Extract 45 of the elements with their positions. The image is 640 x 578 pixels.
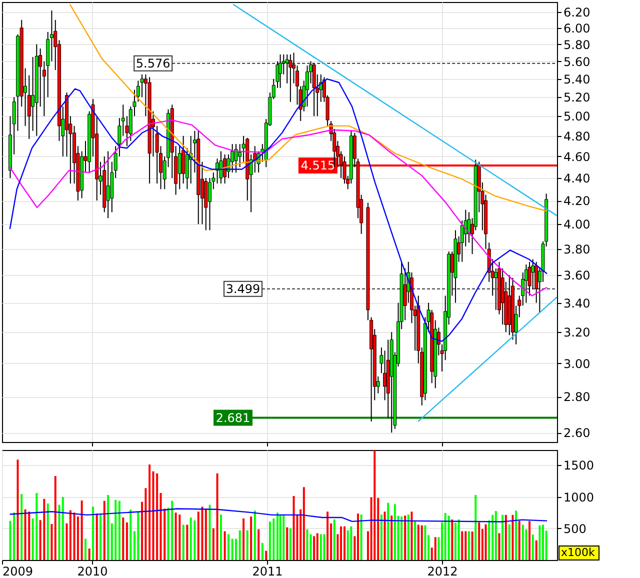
candlestick [312, 62, 316, 117]
candlestick [305, 65, 309, 108]
line-series [69, 4, 548, 212]
y-tick-label: 3.00 [564, 356, 590, 371]
candlestick [288, 54, 292, 102]
y-tick-label: 4.00 [564, 218, 590, 232]
y-tick-label: 3.80 [564, 242, 590, 256]
line-series [9, 78, 548, 342]
y-tick-label: 1500 [564, 458, 594, 473]
x-tick-label: 2012 [427, 564, 458, 578]
candlestick [234, 144, 238, 174]
y-tick-label: 5.80 [564, 38, 590, 52]
x-tick-label: 2010 [77, 564, 108, 578]
candlestick [140, 74, 144, 98]
y-tick-label: 2.60 [564, 426, 590, 440]
candlestick [383, 350, 387, 401]
y-tick-label: 4.40 [564, 172, 590, 186]
candlestick [278, 54, 282, 88]
y-tick-label: 4.60 [564, 150, 590, 164]
y-tick-label: 2.80 [564, 390, 590, 404]
y-tick-label: 5.60 [564, 54, 590, 69]
ref-line-label: 5.576 [136, 56, 170, 70]
y-tick-label: 6.20 [564, 6, 590, 20]
ref-line-label: 2.681 [216, 410, 250, 425]
y-axis-title: x100k [561, 546, 596, 559]
y-tick-label: 6.00 [564, 21, 590, 36]
y-tick-label: 1000 [564, 490, 594, 504]
ref-line-label: 3.499 [226, 282, 260, 296]
line-series [9, 508, 548, 522]
y-tick-label: 500 [564, 522, 586, 536]
candlestick [494, 268, 498, 310]
candlestick [106, 150, 110, 219]
y-tick-label: 5.00 [564, 110, 590, 124]
y-tick-label: 5.40 [564, 72, 590, 86]
y-tick-label: 3.60 [564, 268, 590, 283]
y-tick-label: 4.80 [564, 129, 590, 144]
ref-line-label: 4.515 [300, 158, 336, 173]
y-tick-label: 4.20 [564, 194, 590, 208]
x-tick-label: 2011 [252, 564, 283, 578]
y-tick-label: 3.20 [564, 326, 590, 340]
candlestick [219, 150, 223, 184]
y-tick-label: 3.40 [564, 296, 590, 310]
x-tick-label: 2009 [2, 564, 34, 578]
line-series [9, 119, 548, 296]
y-tick-label: 5.20 [564, 90, 590, 105]
